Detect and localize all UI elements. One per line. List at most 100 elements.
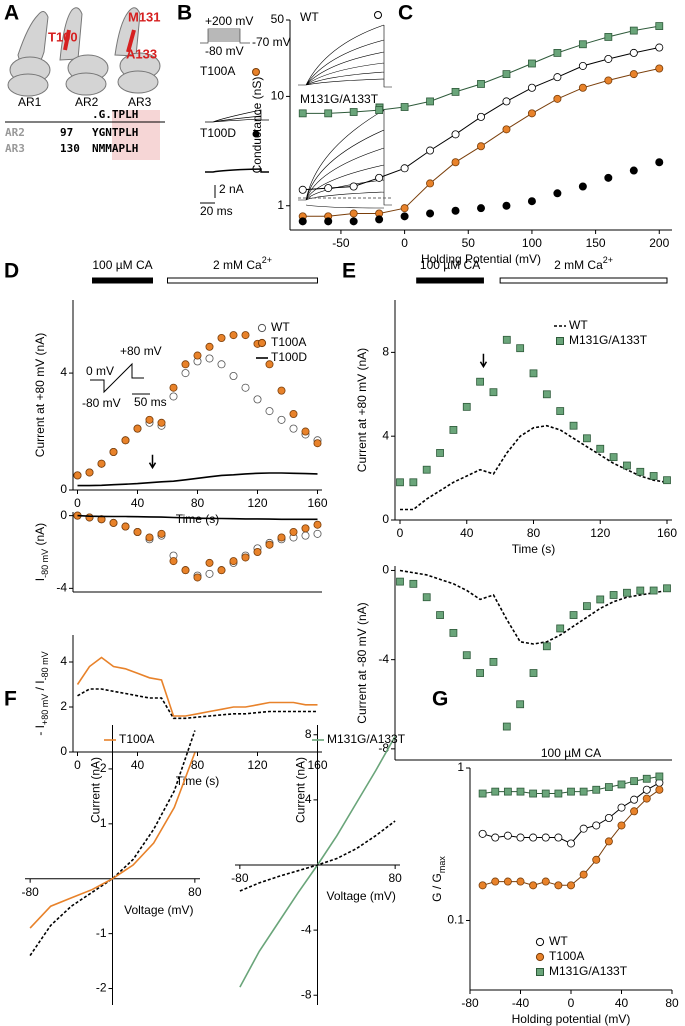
repeat-label: AR1	[18, 95, 42, 109]
data-point	[491, 787, 500, 796]
treatment-bar	[416, 277, 484, 284]
data-point	[85, 468, 94, 477]
data-point	[241, 383, 250, 392]
panel-label: F	[4, 688, 17, 711]
y-tick-label: 0	[60, 744, 67, 758]
data-point	[630, 807, 639, 816]
legend-symbol	[535, 937, 545, 947]
series-line	[239, 820, 396, 892]
arrow	[479, 353, 488, 369]
data-point	[400, 103, 409, 111]
y-tick-label: 4	[382, 428, 389, 442]
data-point	[636, 586, 645, 595]
x-tick-label: 0	[568, 996, 575, 1010]
data-point	[476, 669, 485, 677]
data-point	[489, 388, 498, 397]
data-point	[554, 833, 563, 842]
y-axis-label: Current at +80 mV (nA)	[33, 333, 47, 457]
y-tick-label: 0	[382, 563, 389, 577]
data-point	[491, 877, 500, 886]
data-point	[629, 70, 638, 79]
data-point	[375, 215, 384, 224]
y-axis-label-part: (nA)	[33, 523, 47, 549]
inset-protocol	[90, 362, 144, 394]
trace	[298, 24, 392, 88]
data-point	[569, 611, 578, 619]
x-tick-label: -50	[332, 236, 350, 250]
data-point	[636, 467, 645, 476]
legend-label: WT	[549, 934, 568, 948]
legend-label: M131G/A133T	[327, 732, 406, 746]
data-point	[582, 602, 591, 611]
x-tick-label: -80	[21, 885, 39, 899]
data-point	[489, 657, 498, 666]
trace-label: WT	[300, 10, 319, 24]
treatment-label-part: 2 mM Ca	[554, 258, 603, 272]
data-point	[592, 821, 601, 830]
data-point	[502, 201, 511, 210]
data-point	[649, 472, 658, 480]
legend-label: T100D	[271, 350, 307, 364]
x-tick-label: 200	[649, 236, 669, 250]
data-point	[193, 573, 202, 582]
data-point	[298, 109, 307, 118]
data-point	[298, 185, 307, 194]
data-point	[476, 204, 485, 213]
x-axis-label: Time (s)	[176, 774, 220, 788]
data-point	[655, 22, 664, 30]
arrow	[148, 454, 157, 470]
y-tick-label: 1	[457, 760, 464, 774]
data-point	[503, 831, 512, 840]
trace-symbol	[252, 130, 260, 138]
protocol-label: -70 mV	[252, 35, 291, 49]
data-point	[478, 881, 487, 890]
data-point	[527, 109, 536, 118]
data-point	[313, 529, 322, 538]
data-point	[553, 49, 562, 57]
x-axis-label: Voltage (mV)	[124, 903, 193, 917]
y-tick-label: -4	[56, 581, 67, 595]
treatment-bar	[167, 277, 318, 284]
structure	[7, 7, 161, 97]
data-point	[604, 33, 613, 41]
treatment-label-part: 2 mM Ca	[213, 258, 262, 272]
series-line	[399, 569, 668, 645]
data-point	[578, 83, 587, 92]
data-point	[655, 64, 664, 73]
data-point	[349, 108, 358, 116]
data-point	[265, 540, 274, 549]
data-point	[426, 179, 435, 188]
x-axis-label: Voltage (mV)	[326, 889, 395, 903]
data-point	[596, 444, 605, 453]
data-point	[604, 837, 613, 846]
treatment-label-part: 2+	[262, 255, 272, 265]
treatment-label: 2 mM Ca2+	[554, 255, 613, 272]
data-point	[217, 360, 226, 369]
y-axis-label: G / Gmax	[430, 856, 447, 902]
treatment-label: 100 µM CA	[420, 258, 480, 272]
data-point	[502, 335, 511, 344]
data-point	[193, 351, 202, 360]
treatment-label: 100 µM CA	[92, 258, 152, 272]
data-point	[578, 61, 587, 70]
legend-label: T100A	[119, 732, 154, 746]
repeat-label: AR2	[75, 95, 99, 109]
residue-label: T100	[48, 29, 78, 44]
y-tick-label: 4	[60, 365, 67, 379]
x-axis-label: Holding potential (mV)	[512, 1012, 631, 1026]
data-point	[298, 217, 307, 226]
data-point	[516, 787, 525, 796]
trace	[205, 109, 269, 123]
treatment-bar	[92, 277, 153, 284]
data-point	[623, 588, 631, 597]
data-point	[436, 611, 444, 619]
y-axis-label-part: G / G	[430, 873, 444, 902]
residue-label: A133	[126, 46, 157, 61]
series-line	[77, 688, 318, 720]
data-point	[655, 772, 664, 781]
data-point	[556, 407, 565, 415]
data-point	[277, 533, 286, 542]
x-tick-label: 120	[247, 758, 267, 772]
legend-symbol	[536, 968, 544, 976]
